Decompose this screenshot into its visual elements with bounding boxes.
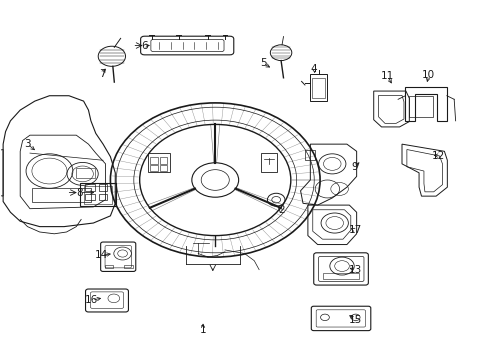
Text: 5: 5 bbox=[259, 58, 266, 68]
Text: 2: 2 bbox=[277, 206, 284, 216]
Bar bbox=[309, 74, 327, 101]
Bar bbox=[99, 194, 107, 201]
Text: 12: 12 bbox=[430, 150, 444, 161]
Bar bbox=[85, 184, 95, 191]
Text: 7: 7 bbox=[99, 69, 105, 79]
Bar bbox=[160, 165, 166, 171]
Text: 3: 3 bbox=[24, 139, 31, 149]
Bar bbox=[323, 273, 358, 279]
Bar bbox=[150, 157, 158, 164]
Text: 6: 6 bbox=[141, 41, 147, 50]
Bar bbox=[80, 183, 116, 206]
Text: 8: 8 bbox=[76, 188, 83, 198]
Bar bbox=[305, 149, 315, 160]
Bar bbox=[150, 165, 158, 171]
Bar bbox=[99, 184, 107, 191]
Text: 13: 13 bbox=[348, 265, 361, 275]
Bar bbox=[260, 153, 277, 172]
Text: 16: 16 bbox=[85, 295, 98, 305]
Bar bbox=[160, 157, 166, 164]
Bar bbox=[104, 265, 113, 268]
Text: 14: 14 bbox=[95, 250, 108, 260]
Text: 9: 9 bbox=[350, 162, 357, 172]
Bar bbox=[76, 168, 95, 178]
Text: 10: 10 bbox=[422, 70, 434, 80]
Text: 17: 17 bbox=[348, 225, 361, 235]
Text: 11: 11 bbox=[380, 71, 393, 81]
Bar bbox=[32, 188, 91, 202]
Bar bbox=[83, 186, 112, 204]
Text: 15: 15 bbox=[348, 315, 361, 325]
Bar bbox=[148, 153, 169, 172]
Text: 4: 4 bbox=[310, 64, 317, 74]
Bar bbox=[312, 78, 325, 98]
Text: 1: 1 bbox=[199, 325, 206, 334]
Bar bbox=[124, 265, 133, 268]
Bar bbox=[85, 194, 95, 201]
